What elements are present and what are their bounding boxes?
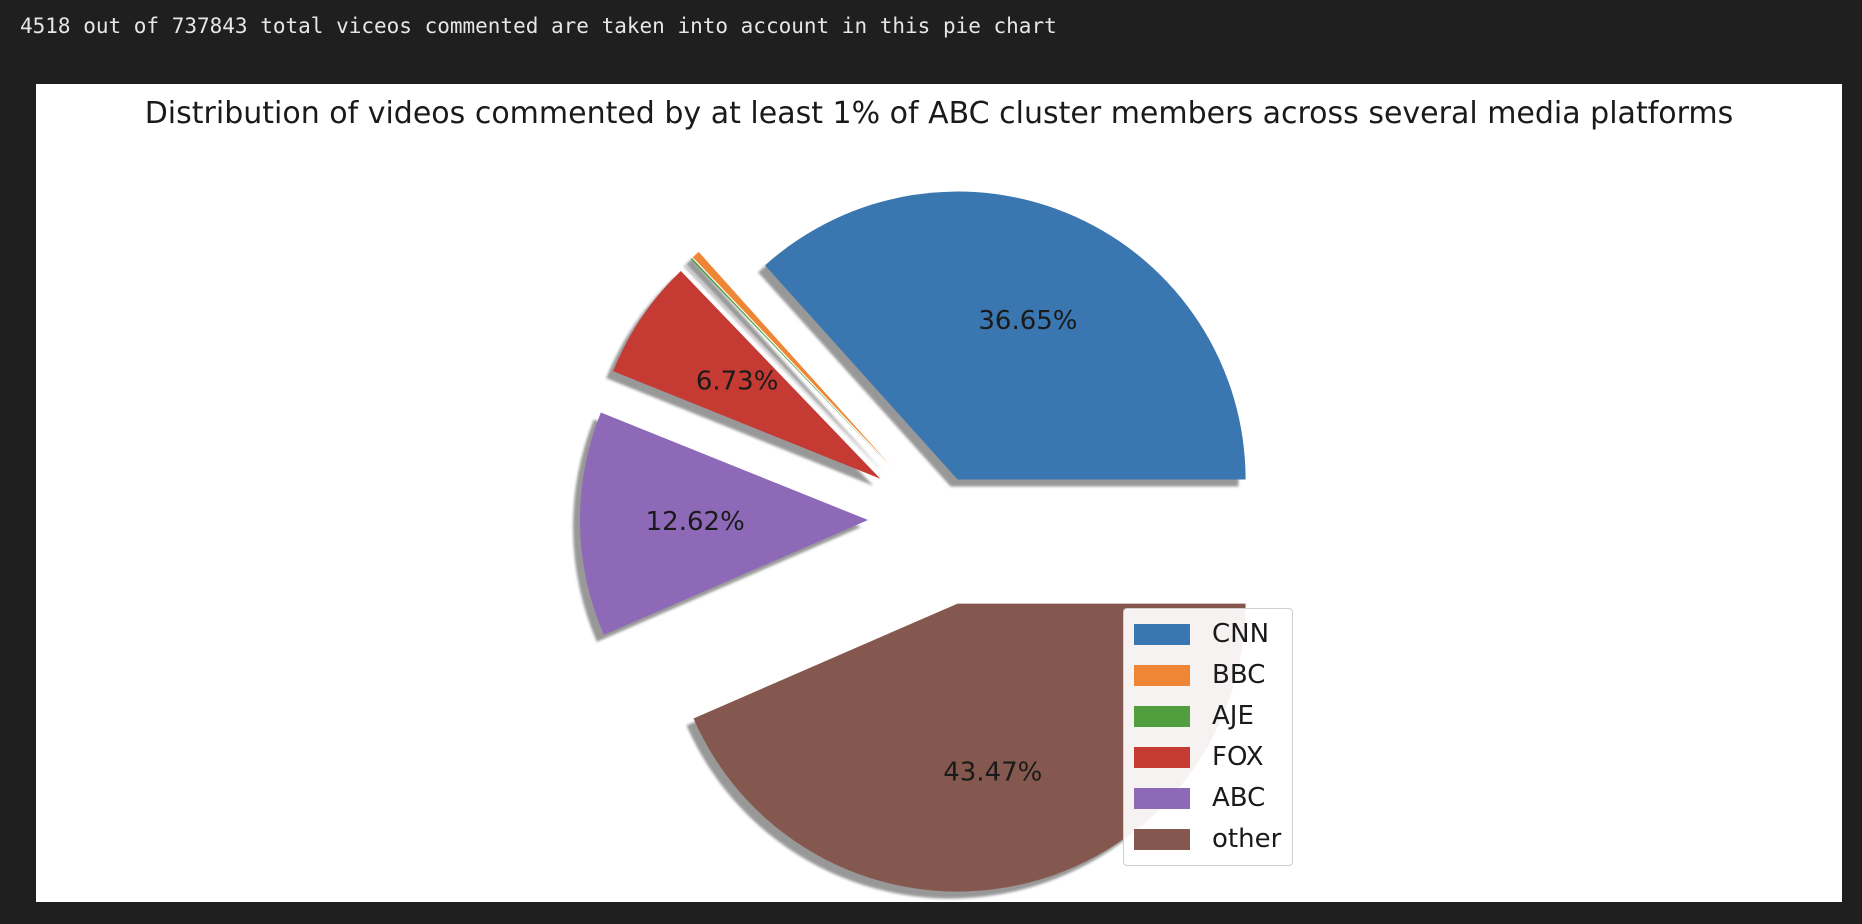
legend-label-other: other <box>1212 824 1282 854</box>
pie-chart: 36.65% 6.73% 12.62% 43.47% <box>573 191 1246 899</box>
legend-item-bbc: BBC <box>1134 660 1265 690</box>
slice-shadow-bbc <box>685 258 885 474</box>
legend-item-fox: FOX <box>1134 742 1264 772</box>
legend-label-abc: ABC <box>1212 783 1266 813</box>
chart-figure: Distribution of videos commented by at l… <box>36 84 1842 902</box>
cell-output-text: 4518 out of 737843 total viceos commente… <box>20 14 1057 38</box>
slice-label-fox: 6.73% <box>696 366 779 396</box>
legend-item-other: other <box>1134 824 1281 854</box>
legend-swatch-other <box>1134 828 1190 850</box>
pie-slice-abc <box>580 412 869 635</box>
legend-label-fox: FOX <box>1212 742 1264 772</box>
legend-label-bbc: BBC <box>1212 660 1266 690</box>
pie-labels: 36.65% 6.73% 12.62% 43.47% <box>646 306 1078 787</box>
pie-slice-other <box>693 603 1246 892</box>
pie-slice-bbc <box>692 251 892 467</box>
legend-swatch-bbc <box>1134 664 1190 686</box>
pie-slices <box>580 191 1246 892</box>
slice-label-cnn: 36.65% <box>978 306 1077 336</box>
legend-item-cnn: CNN <box>1134 619 1269 649</box>
pie-slice-fox <box>613 270 881 479</box>
slice-label-abc: 12.62% <box>646 507 745 537</box>
legend-item-abc: ABC <box>1134 783 1265 813</box>
legend-swatch-aje <box>1134 705 1190 727</box>
legend-swatch-fox <box>1134 746 1190 768</box>
slice-label-other: 43.47% <box>943 757 1042 787</box>
legend-swatch-abc <box>1134 787 1190 809</box>
slice-shadow-aje <box>683 265 884 474</box>
legend-label-aje: AJE <box>1212 701 1254 731</box>
chart-title: Distribution of videos commented by at l… <box>144 96 1734 131</box>
chart-legend: CNN BBC AJE FOX ABC other <box>1123 608 1293 866</box>
legend-item-aje: AJE <box>1134 701 1254 731</box>
legend-swatch-cnn <box>1134 623 1190 645</box>
pie-slice-aje <box>690 258 891 467</box>
pie-slice-cnn <box>765 191 1246 480</box>
legend-label-cnn: CNN <box>1212 619 1270 649</box>
